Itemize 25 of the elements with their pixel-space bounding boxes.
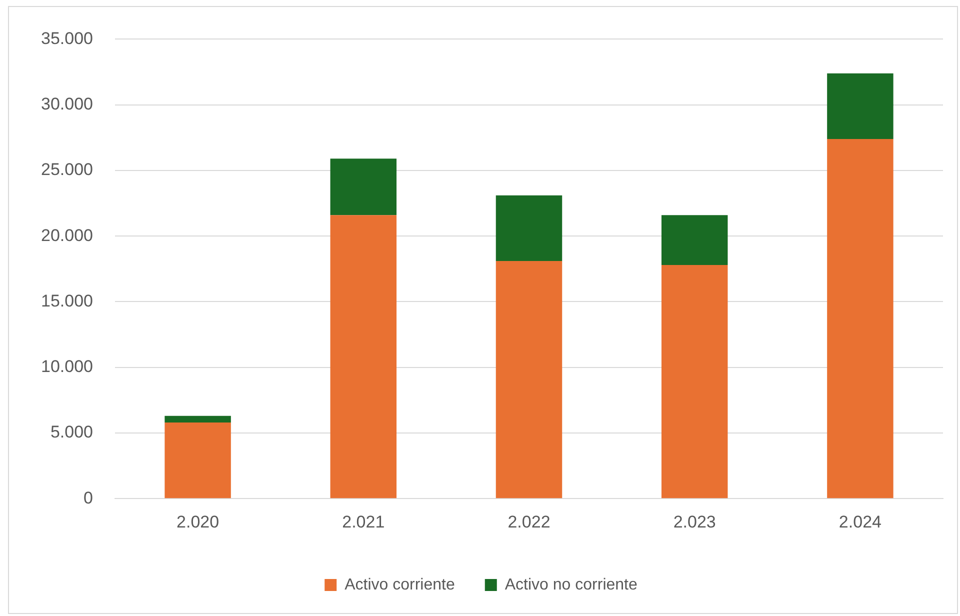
y-tick-label: 0	[84, 488, 93, 508]
y-tick-label: 30.000	[40, 94, 93, 114]
bar	[827, 73, 894, 139]
x-tick-label: 2.021	[342, 512, 385, 532]
bar	[496, 195, 562, 262]
x-tick-label: 2.022	[508, 512, 550, 532]
legend-label: Activo corriente	[344, 576, 455, 594]
x-tick-label: 2.020	[176, 512, 220, 532]
x-tick-label: 2.023	[673, 512, 716, 532]
y-tick-label: 15.000	[40, 291, 93, 310]
bar	[164, 422, 231, 498]
bar	[661, 215, 728, 265]
y-tick-label: 20.000	[40, 226, 93, 245]
y-tick-label: 5.000	[50, 422, 93, 442]
bar	[330, 158, 397, 216]
bar	[661, 264, 728, 498]
bar	[330, 215, 397, 498]
y-tick-label: 10.000	[40, 357, 93, 376]
bar	[496, 261, 562, 498]
y-tick-label: 35.000	[40, 28, 93, 48]
y-tick-label: 25.000	[40, 160, 93, 180]
x-tick-label: 2.024	[838, 512, 882, 532]
bar	[164, 416, 231, 422]
legend-label: Activo no corriente	[504, 576, 638, 594]
bar	[827, 138, 894, 498]
